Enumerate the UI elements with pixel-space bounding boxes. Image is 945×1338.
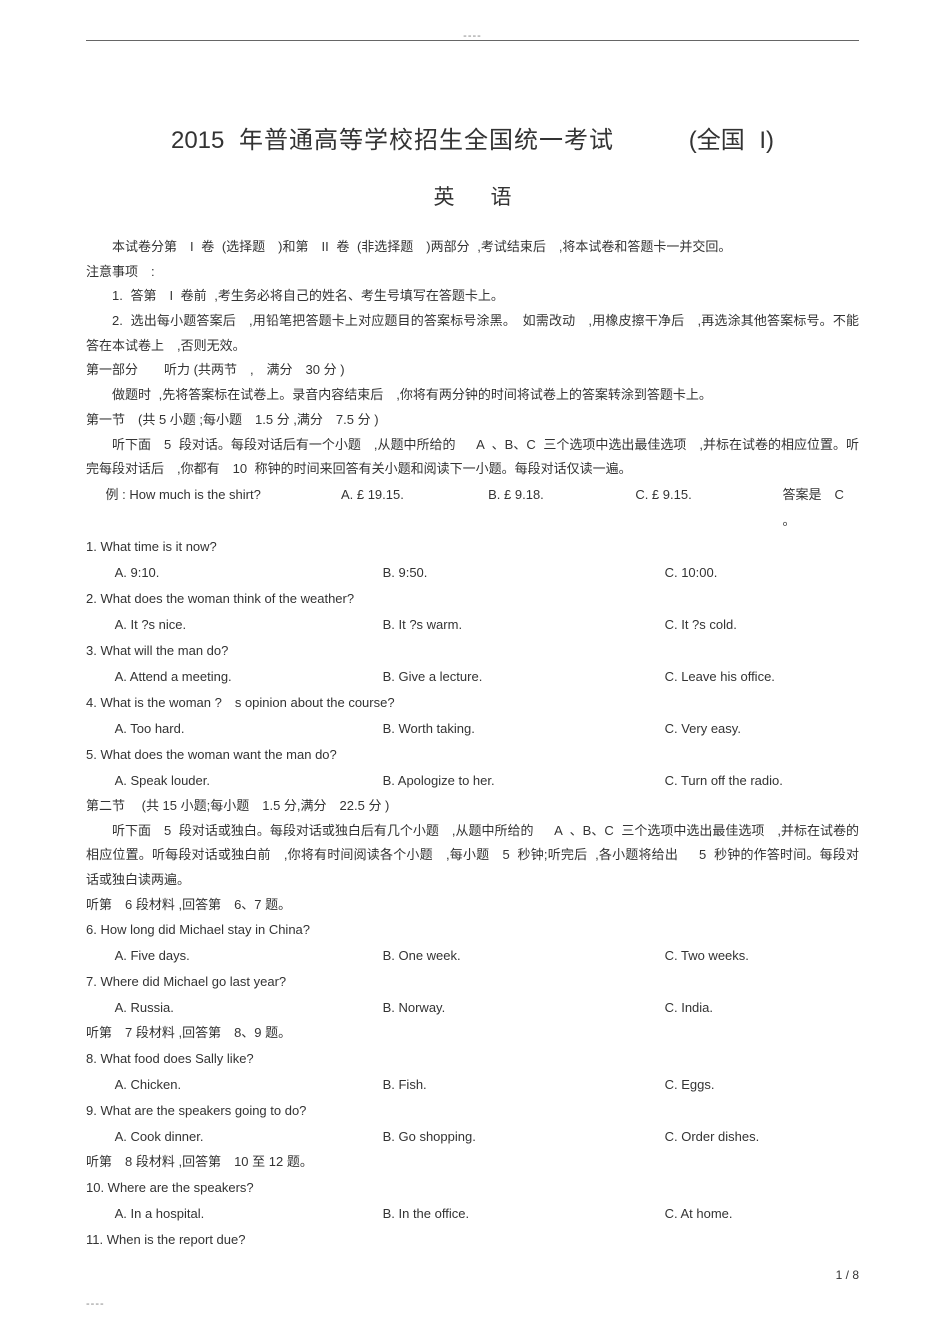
q6-option-b: B. One week. <box>383 943 665 969</box>
page-content: 2015 年普通高等学校招生全国统一考试 (全国 I) 英语 本试卷分第 I 卷… <box>86 120 859 1253</box>
subject-title: 英语 <box>86 181 859 211</box>
q5-option-a: A. Speak louder. <box>115 768 383 794</box>
question-9-options: A. Cook dinner. B. Go shopping. C. Order… <box>86 1124 859 1150</box>
q8-option-b: B. Fish. <box>383 1072 665 1098</box>
question-6-options: A. Five days. B. One week. C. Two weeks. <box>86 943 859 969</box>
q9-option-a: A. Cook dinner. <box>115 1124 383 1150</box>
question-7-options: A. Russia. B. Norway. C. India. <box>86 995 859 1021</box>
question-7: 7. Where did Michael go last year? <box>86 969 859 995</box>
question-5: 5. What does the woman want the man do? <box>86 742 859 768</box>
part1-instruction: 做题时 ,先将答案标在试卷上。录音内容结束后 ,你将有两分钟的时间将试卷上的答案… <box>86 383 859 408</box>
q4-option-b: B. Worth taking. <box>383 716 665 742</box>
q1-option-b: B. 9:50. <box>383 560 665 586</box>
q6-option-c: C. Two weeks. <box>665 943 859 969</box>
question-3-options: A. Attend a meeting. B. Give a lecture. … <box>86 664 859 690</box>
example-question: 例 : How much is the shirt? <box>106 482 341 534</box>
q6-option-a: A. Five days. <box>115 943 383 969</box>
question-9: 9. What are the speakers going to do? <box>86 1098 859 1124</box>
title-year: 2015 <box>171 127 224 154</box>
footer-dots: ---- <box>86 1298 105 1310</box>
material6-label: 听第 6 段材料 ,回答第 6、7 题。 <box>86 893 859 918</box>
section2-label: 第二节 (共 15 小题;每小题 1.5 分,满分 22.5 分 ) <box>86 794 859 819</box>
question-1: 1. What time is it now? <box>86 534 859 560</box>
notice-item-2: 2. 选出每小题答案后 ,用铅笔把答题卡上对应题目的答案标号涂黑。 如需改动 ,… <box>86 309 859 358</box>
q4-option-a: A. Too hard. <box>115 716 383 742</box>
question-2-options: A. It ?s nice. B. It ?s warm. C. It ?s c… <box>86 612 859 638</box>
question-11: 11. When is the report due? <box>86 1227 859 1253</box>
intro-paragraph: 本试卷分第 I 卷 (选择题 )和第 II 卷 (非选择题 )两部分 ,考试结束… <box>86 235 859 260</box>
example-option-a: A. £ 19.15. <box>341 482 488 534</box>
q3-option-a: A. Attend a meeting. <box>115 664 383 690</box>
q1-option-c: C. 10:00. <box>665 560 859 586</box>
q5-option-c: C. Turn off the radio. <box>665 768 859 794</box>
q9-option-b: B. Go shopping. <box>383 1124 665 1150</box>
question-8: 8. What food does Sally like? <box>86 1046 859 1072</box>
title-main-cn: 年普通高等学校招生全国统一考试 <box>239 128 614 154</box>
example-answer: 答案是 C 。 <box>782 482 859 534</box>
q5-option-b: B. Apologize to her. <box>383 768 665 794</box>
question-10: 10. Where are the speakers? <box>86 1175 859 1201</box>
question-5-options: A. Speak louder. B. Apologize to her. C.… <box>86 768 859 794</box>
section1-instruction: 听下面 5 段对话。每段对话后有一个小题 ,从题中所给的 A 、B、C 三个选项… <box>86 433 859 482</box>
page-number: 1 / 8 <box>836 1268 859 1282</box>
q2-option-c: C. It ?s cold. <box>665 612 859 638</box>
notice-label: 注意事项 : <box>86 260 859 285</box>
material8-label: 听第 8 段材料 ,回答第 10 至 12 题。 <box>86 1150 859 1175</box>
q2-option-a: A. It ?s nice. <box>115 612 383 638</box>
q7-option-b: B. Norway. <box>383 995 665 1021</box>
question-6: 6. How long did Michael stay in China? <box>86 917 859 943</box>
example-option-b: B. £ 9.18. <box>488 482 635 534</box>
q3-option-c: C. Leave his office. <box>665 664 859 690</box>
question-10-options: A. In a hospital. B. In the office. C. A… <box>86 1201 859 1227</box>
part1-label: 第一部分 听力 (共两节 , 满分 30 分 ) <box>86 358 859 383</box>
material7-label: 听第 7 段材料 ,回答第 8、9 题。 <box>86 1021 859 1046</box>
q8-option-a: A. Chicken. <box>115 1072 383 1098</box>
q10-option-a: A. In a hospital. <box>115 1201 383 1227</box>
main-title: 2015 年普通高等学校招生全国统一考试 (全国 I) <box>86 120 859 155</box>
question-8-options: A. Chicken. B. Fish. C. Eggs. <box>86 1072 859 1098</box>
question-4: 4. What is the woman ? s opinion about t… <box>86 690 859 716</box>
section2-instruction: 听下面 5 段对话或独白。每段对话或独白后有几个小题 ,从题中所给的 A 、B、… <box>86 819 859 893</box>
q8-option-c: C. Eggs. <box>665 1072 859 1098</box>
q1-option-a: A. 9:10. <box>115 560 383 586</box>
q9-option-c: C. Order dishes. <box>665 1124 859 1150</box>
q4-option-c: C. Very easy. <box>665 716 859 742</box>
question-2: 2. What does the woman think of the weat… <box>86 586 859 612</box>
example-option-c: C. £ 9.15. <box>635 482 782 534</box>
q2-option-b: B. It ?s warm. <box>383 612 665 638</box>
example-row: 例 : How much is the shirt? A. £ 19.15. B… <box>86 482 859 534</box>
q7-option-c: C. India. <box>665 995 859 1021</box>
q10-option-c: C. At home. <box>665 1201 859 1227</box>
q10-option-b: B. In the office. <box>383 1201 665 1227</box>
q7-option-a: A. Russia. <box>115 995 383 1021</box>
question-3: 3. What will the man do? <box>86 638 859 664</box>
header-rule <box>86 40 859 41</box>
notice-item-1: 1. 答第 I 卷前 ,考生务必将自己的姓名、考生号填写在答题卡上。 <box>86 284 859 309</box>
q3-option-b: B. Give a lecture. <box>383 664 665 690</box>
title-paren: (全国 I) <box>689 127 774 154</box>
question-4-options: A. Too hard. B. Worth taking. C. Very ea… <box>86 716 859 742</box>
question-1-options: A. 9:10. B. 9:50. C. 10:00. <box>86 560 859 586</box>
section1-label: 第一节 (共 5 小题 ;每小题 1.5 分 ,满分 7.5 分 ) <box>86 408 859 433</box>
